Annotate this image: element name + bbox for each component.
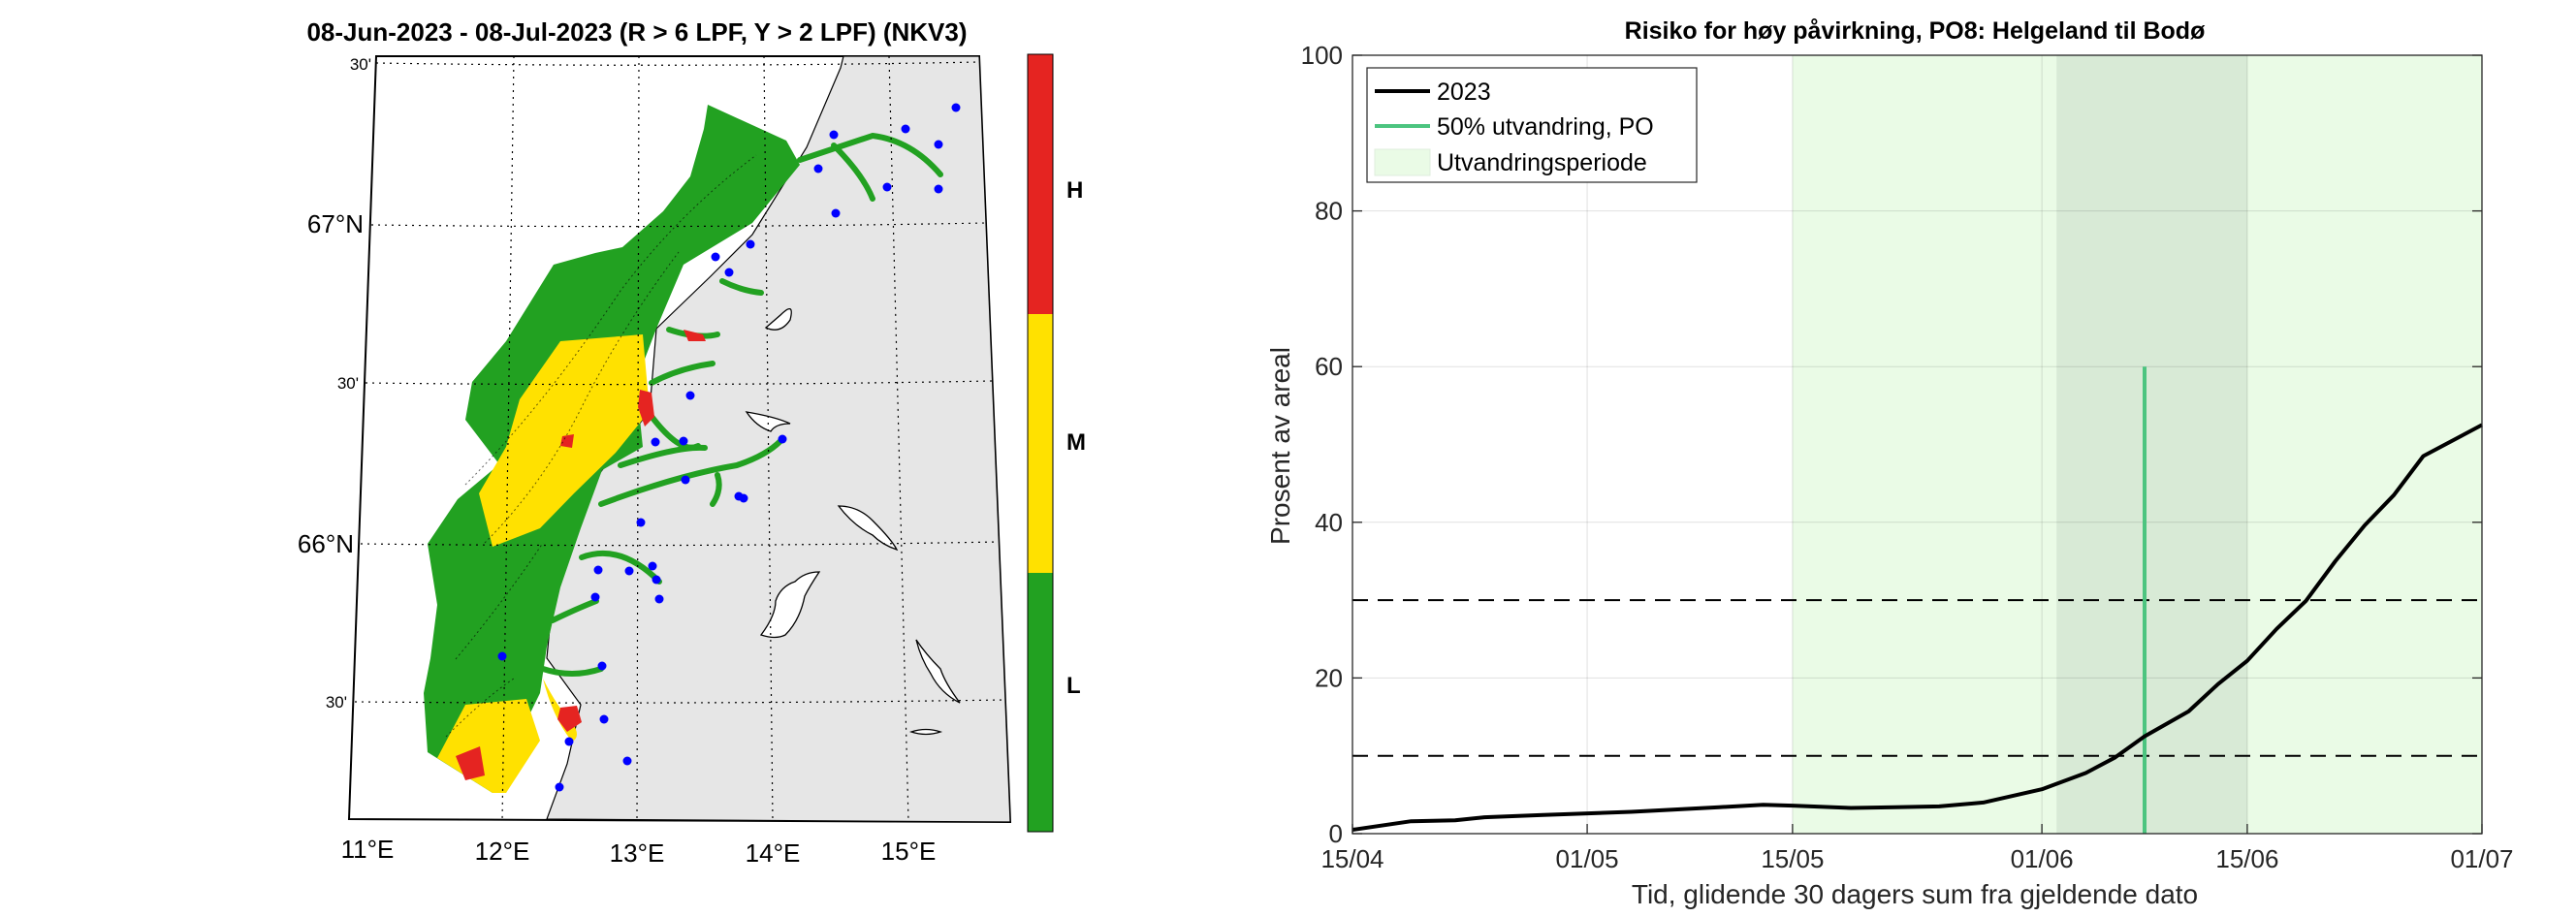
- legend-entry: 2023: [1437, 79, 1491, 106]
- station-marker: [681, 475, 690, 485]
- station-marker: [951, 103, 961, 112]
- station-marker: [685, 391, 695, 400]
- lat-label: 30': [337, 374, 359, 393]
- station-marker: [648, 561, 657, 571]
- plot-frame: [1352, 54, 2483, 835]
- legend-swatch-period: [1374, 148, 1431, 176]
- colorbar-label-low: L: [1066, 673, 1081, 699]
- lon-labels: 11°E 12°E 13°E 14°E 15°E: [341, 835, 937, 868]
- x-tick-label: 15/06: [2215, 844, 2278, 873]
- station-marker: [652, 575, 661, 585]
- lon-label: 11°E: [341, 835, 395, 864]
- station-marker: [651, 437, 660, 447]
- x-axis-label: Tid, glidende 30 dagers sum fra gjeldend…: [1632, 879, 2198, 909]
- station-marker: [778, 434, 787, 444]
- colorbar-high: [1028, 54, 1053, 314]
- station-marker: [564, 737, 574, 746]
- legend: 2023 50% utvandring, PO Utvandringsperio…: [1366, 67, 1698, 183]
- x-tick-label: 15/04: [1320, 844, 1383, 873]
- x-tick-label: 01/06: [2011, 844, 2074, 873]
- peak-period-shade: [2056, 55, 2247, 834]
- map-title: 08-Jun-2023 - 08-Jul-2023 (R > 6 LPF, Y …: [306, 17, 967, 47]
- station-marker: [901, 124, 910, 134]
- station-marker: [724, 268, 734, 277]
- legend-entry: 50% utvandring, PO: [1437, 113, 1654, 141]
- station-marker: [813, 164, 823, 174]
- station-marker: [597, 661, 607, 671]
- lon-label: 15°E: [881, 837, 937, 866]
- station-markers: [497, 103, 961, 792]
- y-tick-label: 0: [1329, 819, 1343, 848]
- series-line-2023: [1352, 423, 2483, 832]
- lon-label: 12°E: [475, 837, 530, 866]
- colorbar-label-high: H: [1066, 177, 1083, 204]
- y-tick-label: 20: [1315, 663, 1343, 692]
- station-marker: [599, 714, 609, 724]
- station-marker: [679, 436, 688, 446]
- y-tick-label: 60: [1315, 352, 1343, 381]
- y-tick-label: 80: [1315, 197, 1343, 226]
- lon-label: 13°E: [610, 838, 665, 868]
- lat-label: 30': [326, 693, 347, 711]
- lon-label: 14°E: [746, 838, 801, 868]
- station-marker: [829, 130, 839, 140]
- colorbar-medium: [1028, 314, 1053, 573]
- station-marker: [654, 594, 664, 604]
- lat-label: 66°N: [298, 529, 354, 558]
- station-marker: [831, 208, 841, 218]
- station-marker: [882, 182, 892, 192]
- station-marker: [934, 184, 943, 194]
- lat-labels: 30' 67°N 30' 66°N 30': [298, 55, 371, 711]
- x-tick-label: 01/05: [1556, 844, 1619, 873]
- y-tick-label: 40: [1315, 508, 1343, 537]
- map-panel: 08-Jun-2023 - 08-Jul-2023 (R > 6 LPF, Y …: [298, 17, 1086, 868]
- risk-high-areas: [456, 330, 706, 780]
- station-marker: [711, 252, 720, 262]
- station-marker: [590, 592, 600, 602]
- legend-entry: Utvandringsperiode: [1437, 149, 1647, 176]
- x-tick-label: 15/05: [1761, 844, 1824, 873]
- station-marker: [934, 140, 943, 149]
- plot-area: 15/04 01/05 15/05 01/06 15/06 01/07 0 20 40 60 80 1…: [1301, 41, 2514, 873]
- lat-label: 30': [350, 55, 371, 74]
- lat-label: 67°N: [307, 209, 364, 238]
- colorbar-label-medium: M: [1066, 429, 1086, 456]
- station-marker: [739, 493, 748, 503]
- station-marker: [636, 518, 646, 527]
- colorbar-low: [1028, 573, 1053, 832]
- station-marker: [555, 782, 564, 792]
- chart-title: Risiko for høy påvirkning, PO8: Helgelan…: [1625, 17, 2206, 45]
- grid-lines: [354, 55, 1006, 823]
- station-marker: [624, 566, 634, 576]
- y-tick-label: 100: [1301, 41, 1343, 70]
- station-marker: [497, 651, 507, 661]
- x-tick-label: 01/07: [2450, 844, 2513, 873]
- lakes: [745, 308, 961, 736]
- islands-speckle: [445, 154, 757, 738]
- station-marker: [746, 239, 755, 249]
- station-marker: [622, 756, 632, 766]
- map-frame: [347, 55, 1012, 824]
- y-axis-label: Prosent av areal: [1265, 347, 1295, 545]
- station-marker: [593, 565, 603, 575]
- colorbar: H M L: [1027, 53, 1086, 833]
